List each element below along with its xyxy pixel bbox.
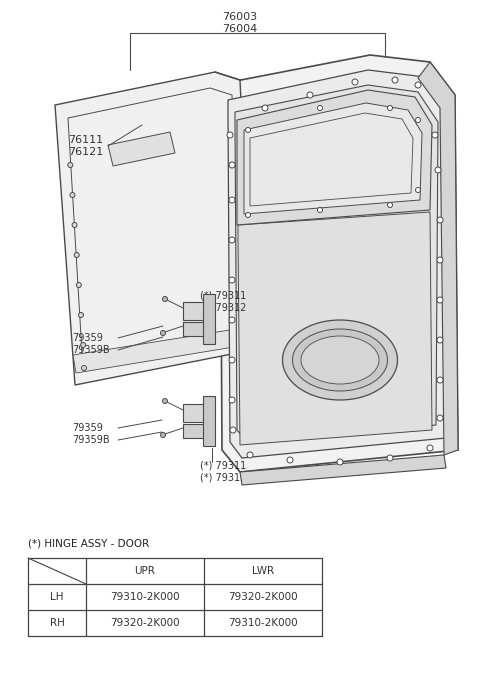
Circle shape bbox=[245, 127, 251, 133]
Circle shape bbox=[432, 132, 438, 138]
Text: 79310-2K000: 79310-2K000 bbox=[228, 618, 298, 628]
Circle shape bbox=[437, 297, 443, 303]
Circle shape bbox=[435, 167, 441, 173]
Circle shape bbox=[229, 317, 235, 323]
Circle shape bbox=[437, 415, 443, 421]
Polygon shape bbox=[240, 455, 446, 485]
Text: 79320-2K000: 79320-2K000 bbox=[110, 618, 180, 628]
Circle shape bbox=[229, 197, 235, 203]
Text: 76111: 76111 bbox=[68, 135, 103, 145]
Circle shape bbox=[437, 257, 443, 263]
Text: 79359B: 79359B bbox=[72, 435, 109, 445]
Polygon shape bbox=[73, 328, 246, 373]
Circle shape bbox=[160, 330, 166, 336]
Circle shape bbox=[247, 452, 253, 458]
Text: RH: RH bbox=[49, 618, 64, 628]
Circle shape bbox=[190, 326, 196, 332]
Polygon shape bbox=[235, 85, 438, 443]
Polygon shape bbox=[215, 55, 458, 472]
Circle shape bbox=[387, 106, 393, 110]
Text: UPR: UPR bbox=[134, 566, 156, 576]
Text: 76003: 76003 bbox=[222, 12, 258, 22]
Ellipse shape bbox=[292, 329, 387, 391]
Polygon shape bbox=[183, 404, 211, 422]
Polygon shape bbox=[237, 90, 432, 225]
Circle shape bbox=[352, 79, 358, 85]
Circle shape bbox=[317, 106, 323, 110]
Text: 79359: 79359 bbox=[72, 423, 103, 433]
Ellipse shape bbox=[301, 336, 379, 384]
Text: 79310-2K000: 79310-2K000 bbox=[110, 592, 180, 602]
Circle shape bbox=[416, 118, 420, 123]
Circle shape bbox=[229, 162, 235, 168]
Circle shape bbox=[229, 357, 235, 363]
Circle shape bbox=[81, 343, 85, 347]
Circle shape bbox=[163, 296, 168, 302]
Polygon shape bbox=[203, 396, 215, 446]
Polygon shape bbox=[108, 132, 175, 166]
Circle shape bbox=[392, 77, 398, 83]
Circle shape bbox=[163, 398, 168, 404]
Text: (*) 79312: (*) 79312 bbox=[200, 473, 246, 483]
Text: 76121: 76121 bbox=[68, 147, 103, 157]
Circle shape bbox=[229, 397, 235, 403]
Circle shape bbox=[415, 82, 421, 88]
Polygon shape bbox=[183, 322, 211, 336]
Polygon shape bbox=[203, 294, 215, 344]
Polygon shape bbox=[418, 62, 458, 455]
Polygon shape bbox=[244, 103, 422, 214]
Circle shape bbox=[229, 277, 235, 283]
Circle shape bbox=[427, 445, 433, 451]
Circle shape bbox=[437, 217, 443, 223]
Circle shape bbox=[74, 253, 79, 257]
Text: 79359B: 79359B bbox=[72, 345, 109, 355]
Circle shape bbox=[307, 92, 313, 98]
Text: (*) 79312: (*) 79312 bbox=[200, 303, 246, 313]
Text: LWR: LWR bbox=[252, 566, 274, 576]
Polygon shape bbox=[183, 424, 211, 438]
Circle shape bbox=[387, 202, 393, 208]
Circle shape bbox=[79, 313, 84, 317]
Polygon shape bbox=[183, 302, 211, 320]
Polygon shape bbox=[238, 212, 432, 445]
Circle shape bbox=[287, 457, 293, 463]
Text: 79320-2K000: 79320-2K000 bbox=[228, 592, 298, 602]
Text: 76004: 76004 bbox=[222, 24, 258, 34]
Circle shape bbox=[437, 337, 443, 343]
Text: (*) 79311: (*) 79311 bbox=[200, 291, 246, 301]
Polygon shape bbox=[228, 70, 448, 458]
Circle shape bbox=[70, 193, 75, 197]
Circle shape bbox=[317, 208, 323, 212]
Circle shape bbox=[437, 377, 443, 383]
Circle shape bbox=[337, 459, 343, 465]
Circle shape bbox=[160, 432, 166, 437]
Text: 79359: 79359 bbox=[72, 333, 103, 343]
Circle shape bbox=[72, 223, 77, 227]
Circle shape bbox=[416, 187, 420, 193]
Circle shape bbox=[227, 132, 233, 138]
Circle shape bbox=[76, 283, 81, 287]
Circle shape bbox=[190, 306, 196, 313]
Circle shape bbox=[387, 455, 393, 461]
Text: LH: LH bbox=[50, 592, 64, 602]
Circle shape bbox=[82, 366, 86, 370]
Polygon shape bbox=[55, 72, 252, 385]
Circle shape bbox=[230, 427, 236, 433]
Polygon shape bbox=[385, 278, 420, 312]
Text: (*) 79311: (*) 79311 bbox=[200, 461, 246, 471]
Circle shape bbox=[262, 105, 268, 111]
Circle shape bbox=[190, 409, 196, 415]
Text: (*) HINGE ASSY - DOOR: (*) HINGE ASSY - DOOR bbox=[28, 538, 149, 548]
Circle shape bbox=[190, 428, 196, 434]
Circle shape bbox=[68, 163, 73, 168]
Ellipse shape bbox=[283, 320, 397, 400]
Circle shape bbox=[229, 237, 235, 243]
Circle shape bbox=[245, 212, 251, 217]
